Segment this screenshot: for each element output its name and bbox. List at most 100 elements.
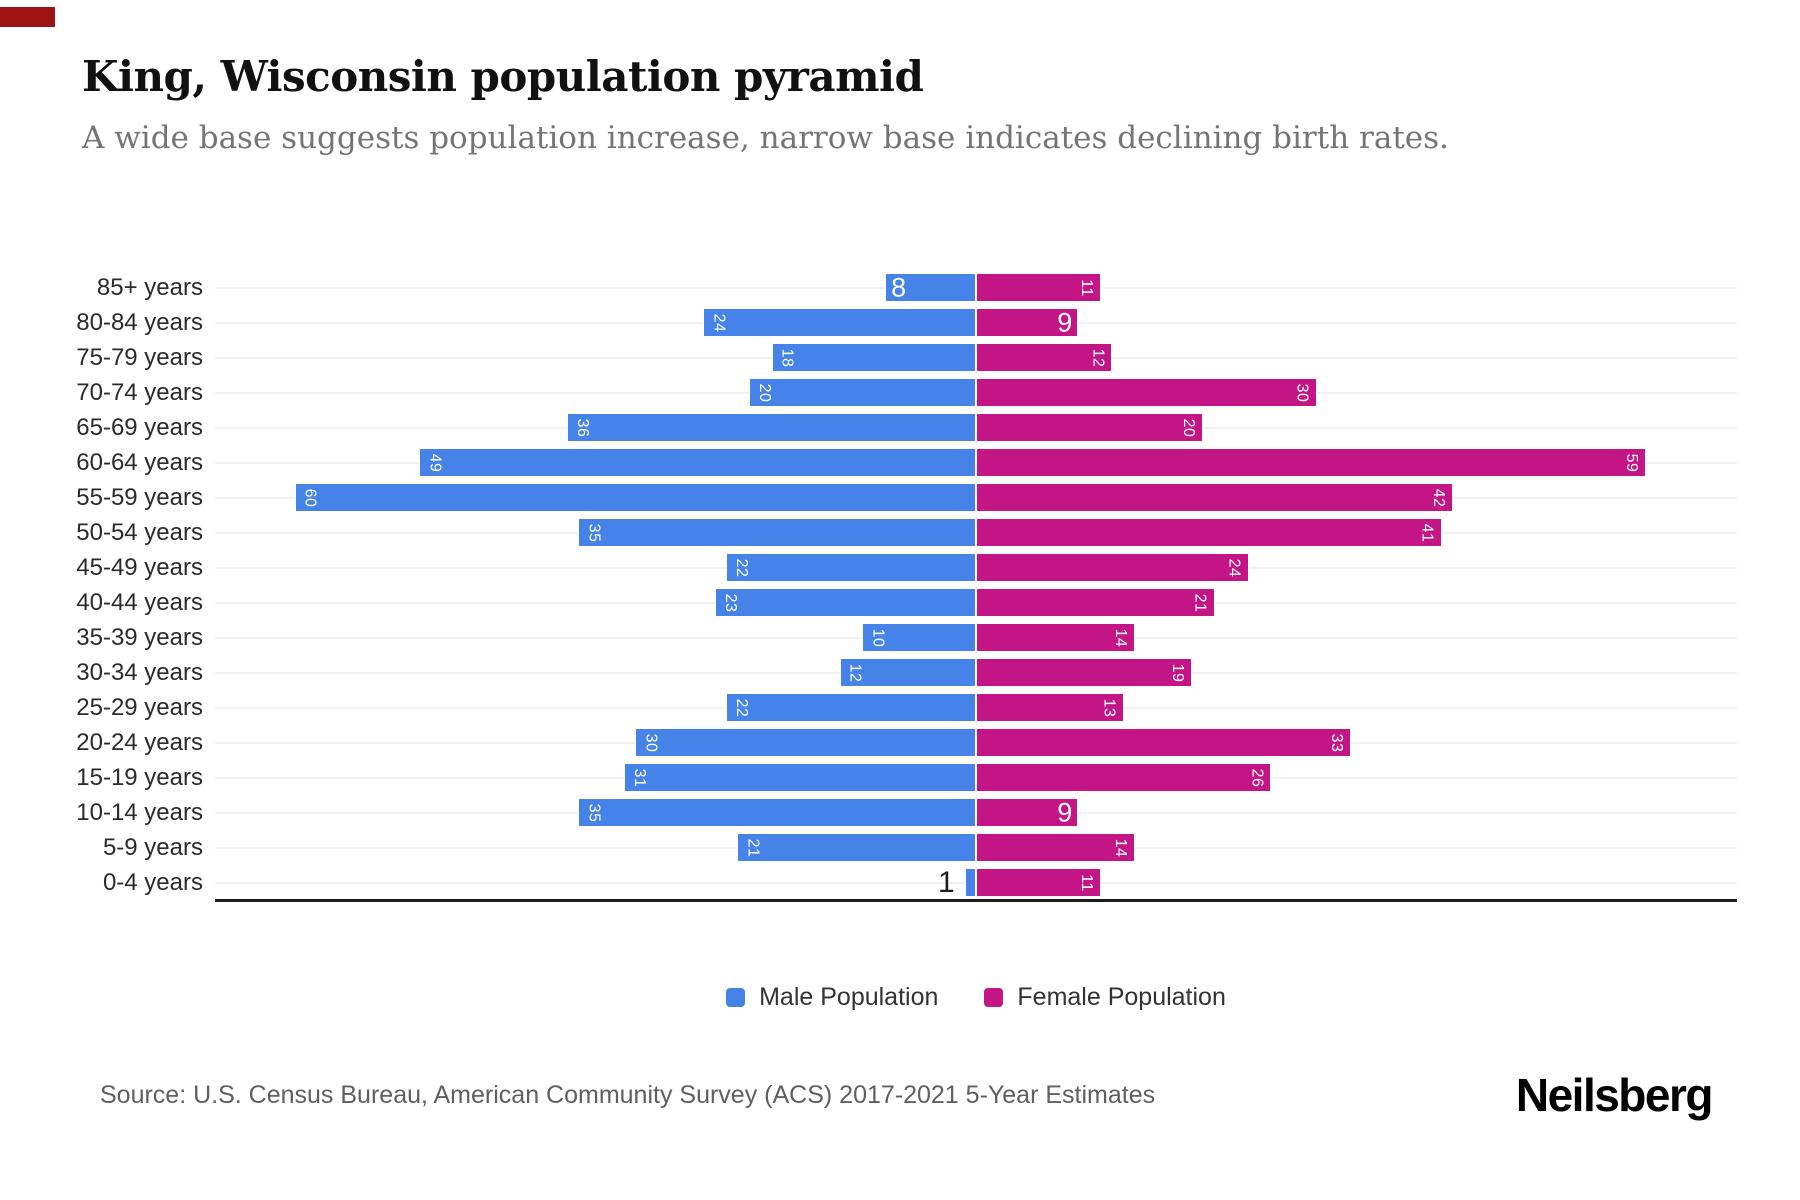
male-bar-value: 1 [937,865,955,899]
row-track: 35 9 [215,795,1737,830]
female-bar[interactable]: 11 [976,273,1101,302]
female-bar[interactable]: 41 [976,518,1442,547]
female-bar[interactable]: 33 [976,728,1351,757]
male-bar[interactable]: 22 [726,693,976,722]
row-track: 21 14 [215,830,1737,865]
row-track: 23 21 [215,585,1737,620]
female-bar[interactable]: 13 [976,693,1124,722]
pyramid-row: 55-59 years 60 42 [0,480,1737,515]
male-bar[interactable]: 20 [748,378,976,407]
row-track: 10 14 [215,620,1737,655]
age-group-label: 75-79 years [76,343,203,371]
female-bar-value: 14 [1112,628,1129,647]
legend-item-male[interactable]: Male Population [726,983,938,1012]
female-bar-value: 19 [1168,663,1186,682]
male-bar[interactable]: 23 [714,588,976,617]
row-track: 35 41 [215,515,1737,550]
male-bar[interactable]: 60 [294,483,976,512]
male-bar[interactable]: 31 [623,763,976,792]
male-bar-value: 18 [778,348,796,367]
age-group-label: 70-74 years [76,378,203,406]
row-track: 24 9 [215,305,1737,340]
male-bar[interactable]: 12 [839,658,976,687]
female-bar-value: 24 [1225,558,1243,577]
pyramid-row: 80-84 years 24 9 [0,305,1737,340]
footer: Source: U.S. Census Bureau, American Com… [0,1068,1800,1122]
row-track: 20 30 [215,375,1737,410]
age-group-label: 50-54 years [76,518,203,546]
male-bar[interactable]: 10 [862,623,976,652]
male-bar[interactable]: 30 [635,728,976,757]
female-bar[interactable]: 9 [976,307,1079,337]
male-bar-value: 30 [642,733,660,752]
female-bar-value: 42 [1430,488,1448,507]
female-bar-value: 33 [1327,733,1345,752]
pyramid-row: 20-24 years 30 33 [0,725,1737,760]
age-group-label: 40-44 years [76,588,203,616]
row-track: 1 11 [215,865,1737,900]
male-bar[interactable]: 18 [771,343,976,372]
male-bar-value: 31 [630,768,648,787]
row-track: 30 33 [215,725,1737,760]
male-bar-value: 49 [426,453,444,472]
pyramid-row: 10-14 years 35 9 [0,795,1737,830]
age-group-label: 35-39 years [76,623,203,651]
male-bar[interactable]: 8 [885,272,976,302]
row-track: 49 59 [215,445,1737,480]
male-bar[interactable]: 21 [737,833,976,862]
pyramid-row: 85+ years 8 11 [0,270,1737,305]
male-bar-value: 24 [710,313,728,332]
male-bar[interactable]: 35 [578,798,976,827]
female-bar[interactable]: 14 [976,833,1135,862]
male-bar-value: 22 [733,698,751,717]
pyramid-row: 65-69 years 36 20 [0,410,1737,445]
male-bar-value: 12 [846,663,864,682]
male-bar-value: 10 [869,628,887,647]
row-track: 22 24 [215,550,1737,585]
female-bar-value: 12 [1089,348,1107,367]
female-bar-value: 13 [1100,698,1118,717]
male-bar[interactable]: 35 [578,518,976,547]
female-bar[interactable]: 12 [976,343,1113,372]
female-bar[interactable]: 14 [976,623,1135,652]
legend-swatch-icon [726,988,746,1007]
pyramid-row: 25-29 years 22 13 [0,690,1737,725]
male-bar-value: 21 [744,838,762,857]
neilsberg-logo: Neilsberg [1515,1069,1714,1121]
female-bar[interactable]: 21 [976,588,1215,617]
male-bar[interactable] [964,868,976,897]
female-bar-value: 9 [1057,307,1073,337]
female-bar[interactable]: 59 [976,448,1647,477]
female-bar[interactable]: 20 [976,413,1204,442]
age-group-label: 55-59 years [76,483,203,511]
chart-legend: Male Population Female Population [215,983,1737,1012]
page-title: King, Wisconsin population pyramid [82,52,924,101]
male-bar-value: 35 [585,803,603,822]
female-bar[interactable]: 11 [976,868,1101,897]
male-bar[interactable]: 24 [703,308,976,337]
age-group-label: 30-34 years [76,658,203,686]
age-group-label: 15-19 years [76,763,203,791]
corner-artifact [0,7,55,27]
pyramid-rows: 85+ years 8 11 80-84 years 24 9 75-79 years 18 1… [0,270,1737,900]
age-group-label: 80-84 years [76,308,203,336]
female-bar-value: 26 [1248,768,1266,787]
female-bar[interactable]: 30 [976,378,1317,407]
male-bar-value: 35 [585,523,603,542]
legend-label: Male Population [759,983,939,1011]
female-bar-value: 11 [1077,278,1095,297]
legend-label: Female Population [1017,983,1226,1011]
age-group-label: 45-49 years [76,553,203,581]
legend-item-female[interactable]: Female Population [984,983,1226,1012]
female-bar-value: 30 [1293,383,1311,402]
male-bar[interactable]: 36 [567,413,976,442]
male-bar[interactable]: 22 [726,553,976,582]
population-pyramid-chart: 85+ years 8 11 80-84 years 24 9 75-79 years 18 1… [0,270,1737,902]
female-bar[interactable]: 9 [976,797,1079,827]
pyramid-row: 50-54 years 35 41 [0,515,1737,550]
female-bar[interactable]: 24 [976,553,1249,582]
male-bar[interactable]: 49 [419,448,976,477]
female-bar[interactable]: 19 [976,658,1192,687]
female-bar[interactable]: 26 [976,763,1272,792]
female-bar[interactable]: 42 [976,483,1454,512]
